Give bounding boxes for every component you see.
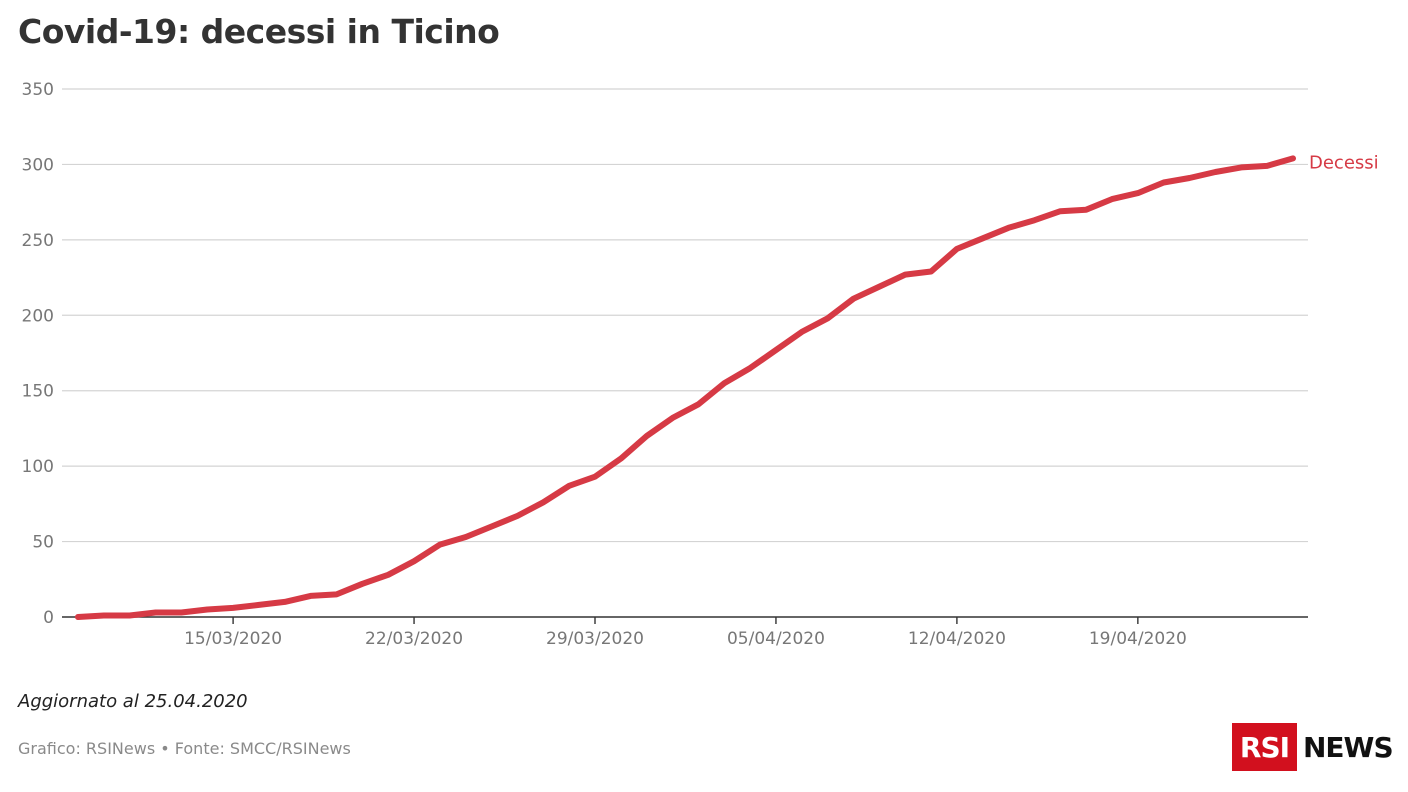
y-tick-label-100: 100 (22, 457, 54, 477)
y-tick-label-300: 300 (22, 155, 54, 175)
y-tick-label-0: 0 (43, 608, 54, 628)
logo-text: NEWS (1303, 730, 1394, 764)
series-label: Decessi (1309, 152, 1379, 173)
chart-title: Covid-19: decessi in Ticino (18, 12, 500, 51)
rsi-news-logo: RSI NEWS (1232, 723, 1394, 771)
update-note: Aggiornato al 25.04.2020 (18, 691, 248, 712)
y-tick-label-150: 150 (22, 382, 54, 402)
x-tick-label-34: 12/04/2020 (908, 629, 1006, 649)
y-axis-ticks: 0 50 100 150 200 250 300 350 (22, 80, 54, 628)
y-tick-label-250: 250 (22, 231, 54, 251)
x-tick-label-27: 05/04/2020 (727, 629, 825, 649)
series-layer: Decessi (75, 152, 1379, 620)
y-tick-label-350: 350 (22, 80, 54, 100)
x-tick-label-20: 29/03/2020 (546, 629, 644, 649)
x-axis-ticks: 15/03/2020 22/03/2020 29/03/2020 05/04/2020… (184, 617, 1187, 649)
grid-lines (62, 88, 1308, 618)
x-tick-label-13: 22/03/2020 (365, 629, 463, 649)
series-line-decessi (75, 155, 1296, 620)
x-tick-label-41: 19/04/2020 (1089, 629, 1187, 649)
x-tick-label-6: 15/03/2020 (184, 629, 282, 649)
y-tick-label-50: 50 (32, 533, 54, 553)
source-credit: Grafico: RSINews • Fonte: SMCC/RSINews (18, 739, 351, 758)
y-tick-label-200: 200 (22, 306, 54, 326)
logo-box: RSI (1232, 723, 1297, 771)
